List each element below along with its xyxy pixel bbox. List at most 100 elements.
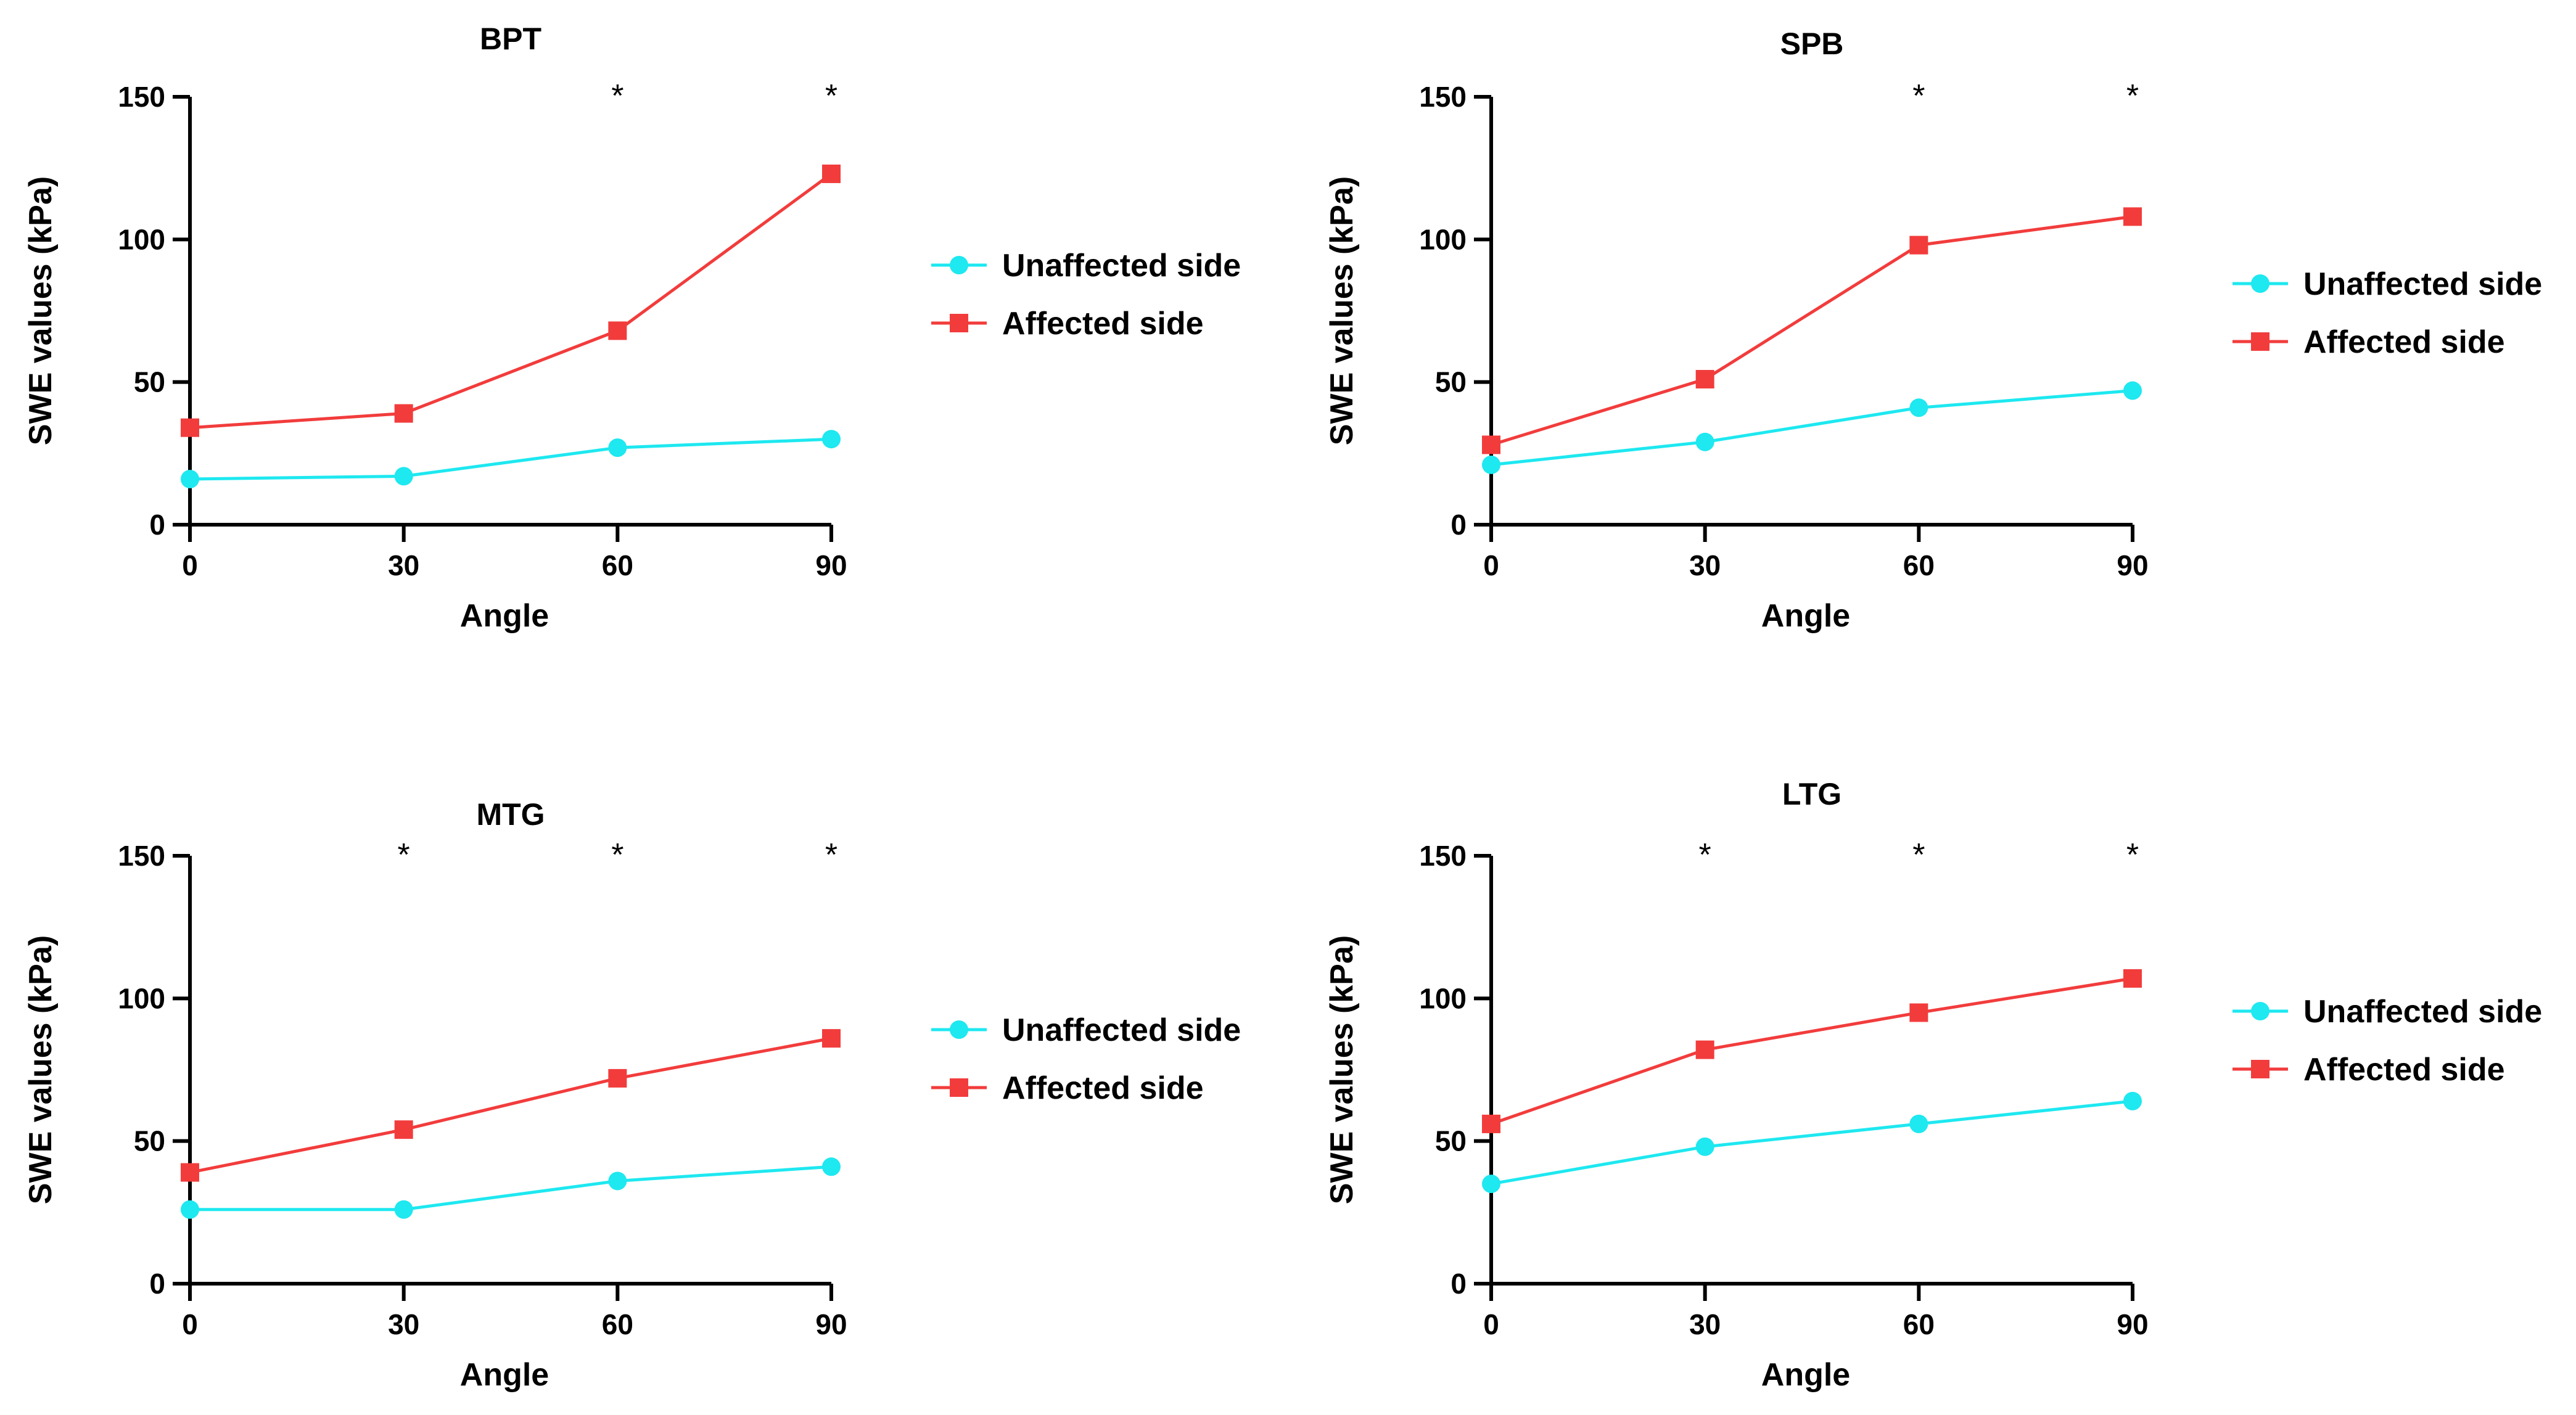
x-axis-label: Angle — [1761, 598, 1850, 634]
y-tick-label: 0 — [149, 509, 165, 541]
data-point-unaffected — [1909, 1114, 1928, 1133]
series-line-unaffected — [1491, 389, 2133, 467]
y-tick-label: 150 — [118, 81, 165, 113]
x-tick-label: 0 — [1483, 1308, 1499, 1340]
legend-entry: Unaffected side — [931, 1012, 1241, 1048]
y-axis-label: SWE values (kPa) — [23, 176, 59, 445]
data-point-unaffected — [2123, 1091, 2142, 1110]
significance-asterisk: * — [1912, 837, 1925, 873]
chart-title: MTG — [476, 797, 545, 832]
legend-marker-circle — [950, 1020, 968, 1039]
data-point-affected — [1909, 1003, 1928, 1022]
data-point-unaffected — [2123, 381, 2142, 400]
data-point-affected — [181, 418, 199, 437]
data-point-unaffected — [1482, 455, 1500, 474]
significance-asterisk: * — [611, 78, 623, 114]
legend-label: Affected side — [2303, 1052, 2505, 1088]
y-tick-label: 150 — [1419, 840, 1467, 872]
series-line-affected — [1491, 215, 2133, 446]
y-axis-label: SWE values (kPa) — [1324, 935, 1360, 1204]
data-point-unaffected — [608, 1171, 627, 1191]
significance-asterisk: * — [825, 78, 837, 114]
series-line-affected — [1491, 977, 2133, 1126]
x-tick-label: 0 — [1483, 549, 1499, 581]
legend-marker-circle — [2251, 274, 2269, 293]
y-tick-label: 100 — [118, 982, 165, 1014]
legend-entry: Affected side — [2232, 1052, 2505, 1088]
data-point-unaffected — [1695, 1137, 1714, 1156]
x-tick-label: 30 — [388, 549, 419, 581]
legend-label: Unaffected side — [2303, 994, 2542, 1030]
data-point-affected — [181, 1163, 199, 1182]
legend-entry: Affected side — [931, 306, 1204, 342]
legend-entry: Unaffected side — [2232, 994, 2542, 1030]
x-tick-label: 0 — [182, 549, 198, 581]
y-tick-label: 100 — [118, 223, 165, 255]
significance-asterisk: * — [2126, 78, 2139, 114]
legend-marker-square — [950, 1078, 968, 1097]
x-tick-label: 60 — [1903, 549, 1935, 581]
x-tick-label: 30 — [1689, 1308, 1721, 1340]
y-tick-label: 50 — [1435, 1125, 1467, 1157]
y-tick-label: 50 — [134, 1125, 165, 1157]
data-point-affected — [2123, 969, 2142, 988]
y-axis-label: SWE values (kPa) — [1324, 176, 1360, 445]
series-line-affected — [189, 1036, 832, 1175]
significance-asterisk: * — [1912, 78, 1925, 114]
x-tick-label: 60 — [1903, 1308, 1935, 1340]
legend-marker-circle — [2251, 1002, 2269, 1020]
data-point-unaffected — [181, 1200, 199, 1219]
x-axis-label: Angle — [460, 598, 549, 634]
data-point-unaffected — [394, 467, 413, 486]
series-line-unaffected — [190, 1165, 832, 1212]
data-point-affected — [822, 1029, 841, 1048]
x-axis-label: Angle — [460, 1357, 549, 1393]
x-axis-label: Angle — [1761, 1357, 1850, 1393]
x-tick-label: 30 — [1689, 549, 1721, 581]
x-tick-label: 60 — [602, 549, 633, 581]
significance-asterisk: * — [398, 837, 410, 873]
legend-entry: Affected side — [931, 1070, 1204, 1106]
chart-title: SPB — [1780, 27, 1844, 61]
x-tick-label: 90 — [815, 1308, 847, 1340]
series-line-unaffected — [1491, 1099, 2133, 1186]
data-point-unaffected — [822, 430, 841, 449]
significance-asterisk: * — [611, 837, 623, 873]
x-tick-label: 90 — [2117, 1308, 2148, 1340]
series-line-affected — [189, 172, 833, 430]
legend-marker-square — [2251, 1060, 2269, 1078]
data-point-unaffected — [1695, 432, 1714, 451]
legend-label: Affected side — [1002, 1070, 1204, 1106]
legend-entry: Unaffected side — [2232, 266, 2542, 302]
data-point-affected — [608, 321, 627, 340]
chart-title: BPT — [480, 22, 541, 56]
significance-asterisk: * — [2126, 837, 2139, 873]
legend-entry: Affected side — [2232, 324, 2505, 360]
significance-asterisk: * — [1699, 837, 1711, 873]
y-tick-label: 150 — [1419, 81, 1467, 113]
chart-panel-ltg: LTG 0 50 100 150 0 30 60 90 Angle SWE values (kPa)… — [1324, 777, 2542, 1393]
chart-panel-bpt: BPT 0 50 100 150 0 30 60 90 Angle SWE values (kPa)… — [23, 22, 1241, 634]
legend-label: Affected side — [2303, 324, 2505, 360]
y-tick-label: 50 — [1435, 366, 1467, 398]
series-line-unaffected — [189, 437, 832, 481]
data-point-unaffected — [181, 469, 199, 488]
y-axis-label: SWE values (kPa) — [23, 935, 59, 1204]
data-point-affected — [394, 1120, 413, 1139]
data-point-affected — [608, 1068, 627, 1088]
data-point-unaffected — [1909, 398, 1928, 417]
data-point-unaffected — [1482, 1175, 1500, 1194]
y-tick-label: 150 — [118, 840, 165, 872]
x-tick-label: 60 — [602, 1308, 633, 1340]
legend-marker-square — [950, 314, 968, 332]
data-point-affected — [1695, 370, 1714, 389]
legend-label: Unaffected side — [1002, 1012, 1241, 1048]
data-point-affected — [1695, 1040, 1714, 1059]
x-tick-label: 0 — [182, 1308, 198, 1340]
y-tick-label: 0 — [1451, 1268, 1467, 1300]
chart-panel-spb: SPB 0 50 100 150 0 30 60 90 Angle SWE values (kPa)… — [1324, 27, 2542, 634]
legend-label: Unaffected side — [1002, 248, 1241, 284]
y-tick-label: 100 — [1419, 223, 1467, 255]
data-point-affected — [1909, 236, 1928, 255]
